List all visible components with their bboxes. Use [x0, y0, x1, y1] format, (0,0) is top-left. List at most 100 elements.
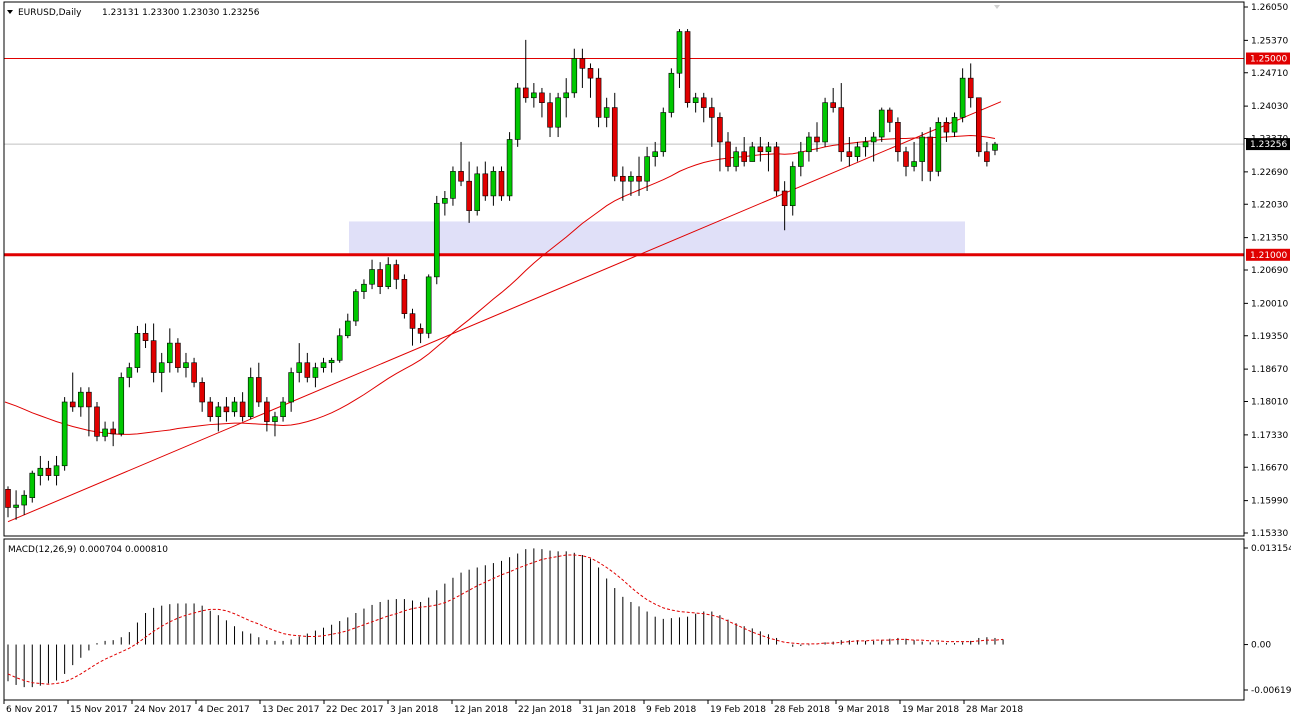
candle-body — [425, 276, 432, 334]
candle-body — [191, 362, 197, 383]
price-tick-label: 1.20690 — [1251, 266, 1288, 276]
candle-body — [150, 340, 157, 373]
candle-body — [482, 173, 489, 197]
triangle-down-icon[interactable] — [7, 10, 13, 14]
current-price-tag — [1246, 138, 1290, 151]
candle-body — [328, 359, 335, 364]
horizontal-lines-layer[interactable] — [4, 58, 1244, 257]
time-tick-label: 9 Mar 2018 — [838, 705, 890, 715]
candle — [207, 397, 214, 422]
candle-body — [587, 68, 594, 79]
candle-body — [474, 173, 481, 211]
candle-body — [118, 377, 125, 435]
candle-body — [94, 406, 100, 437]
candle — [798, 141, 804, 177]
candle — [401, 274, 408, 319]
macd-tick-label: -0.00619 — [1251, 686, 1291, 696]
candle — [142, 323, 149, 349]
candle-body — [466, 180, 472, 211]
candle-body — [579, 58, 586, 69]
candle — [644, 146, 650, 192]
candle-body — [757, 146, 764, 153]
candle — [191, 357, 197, 388]
candle-body — [37, 467, 44, 476]
candle-body — [409, 313, 416, 329]
candle-body — [288, 372, 294, 403]
candle-body — [806, 136, 812, 153]
candle-body — [110, 428, 116, 435]
time-tick-label: 24 Nov 2017 — [134, 705, 192, 715]
candle — [757, 137, 764, 162]
candle — [903, 146, 909, 177]
candle — [134, 325, 141, 373]
price-tick-label: 1.15990 — [1251, 497, 1288, 507]
candle — [37, 455, 44, 486]
price-tag-text: 1.21000 — [1250, 251, 1287, 261]
candle-body — [296, 362, 303, 373]
trendline-layer[interactable] — [7, 101, 1002, 523]
candle — [377, 262, 383, 295]
candle-body — [401, 279, 408, 314]
candle — [692, 92, 699, 113]
candle — [239, 392, 246, 422]
macd-signal-line — [7, 554, 1004, 685]
time-axis[interactable]: 6 Nov 2017 15 Nov 2017 24 Nov 2017 4 Dec 20… — [3, 700, 1023, 715]
candle-body — [709, 107, 715, 118]
candle — [506, 132, 513, 201]
candle-body — [814, 136, 820, 143]
candle-body — [620, 175, 626, 182]
candle — [61, 397, 68, 471]
candle-body — [741, 151, 747, 162]
time-tick-label: 15 Nov 2017 — [70, 705, 128, 715]
candle — [700, 92, 707, 123]
price-tag-1.25000 — [1246, 52, 1290, 65]
macd-title: MACD(12,26,9) 0.000704 0.000810 — [8, 545, 168, 555]
time-tick-label: 9 Feb 2018 — [646, 705, 697, 715]
scroll-marker-icon[interactable] — [994, 5, 1000, 9]
candle-body — [29, 472, 36, 498]
candle — [878, 107, 885, 142]
candle-body — [628, 175, 634, 182]
candle — [620, 166, 626, 201]
candle-body — [531, 92, 537, 99]
candle — [668, 68, 675, 118]
candle — [975, 97, 982, 157]
candles-layer — [5, 29, 998, 520]
candle-body — [919, 136, 925, 162]
moving-average-layer — [4, 135, 996, 435]
candle-body — [789, 166, 796, 207]
price-tick-label: 1.18010 — [1251, 398, 1288, 408]
candle — [183, 352, 189, 378]
candle-body — [272, 416, 278, 422]
candle-body — [490, 171, 497, 197]
candle — [676, 29, 683, 88]
candle — [223, 397, 230, 422]
price-panel-frame — [3, 1, 1245, 537]
candle — [296, 343, 303, 383]
candle — [409, 308, 416, 346]
candle-body — [903, 151, 909, 167]
candle — [725, 132, 731, 172]
price-tag-text: 1.25000 — [1250, 55, 1287, 65]
candle-body — [183, 362, 189, 368]
candle-body — [595, 77, 602, 118]
candle — [571, 48, 578, 98]
candle-body — [126, 367, 133, 378]
candle-body — [69, 401, 76, 408]
candle — [709, 97, 715, 147]
candle-body — [377, 269, 383, 287]
trendline[interactable] — [7, 101, 1002, 523]
candle — [984, 141, 990, 167]
candle-body — [280, 401, 286, 418]
candle-body — [887, 109, 893, 123]
candle — [547, 92, 553, 138]
candle — [474, 166, 481, 216]
candle-body — [984, 151, 990, 162]
candle — [215, 401, 222, 432]
candle-body — [361, 283, 367, 292]
candle — [919, 132, 925, 182]
candle — [45, 460, 52, 481]
time-tick-label: 12 Jan 2018 — [454, 705, 508, 715]
